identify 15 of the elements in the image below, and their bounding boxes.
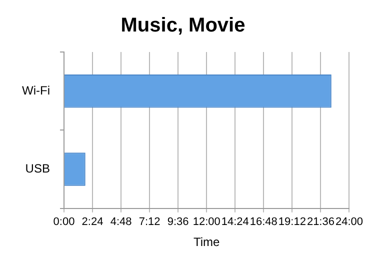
x-tick-label: 4:48 [110,216,132,228]
x-tick-label: 2:24 [82,216,104,228]
chart-title: Music, Movie [120,14,246,37]
x-tick-label: 7:12 [138,216,160,228]
x-tick-label: 14:24 [221,216,249,228]
y-tick-label: USB [25,162,50,176]
x-tick-label: 16:48 [250,216,278,228]
x-tick-label: 19:12 [278,216,306,228]
y-tick-label: Wi-Fi [22,83,50,98]
x-tick-label: 21:36 [306,216,334,228]
x-tick-label: 12:00 [192,216,220,228]
x-tick-label: 0:00 [53,216,75,228]
x-axis-title: Time [193,235,220,250]
x-tick-label: 9:36 [167,216,189,228]
x-tick-label: 24:00 [335,216,363,228]
